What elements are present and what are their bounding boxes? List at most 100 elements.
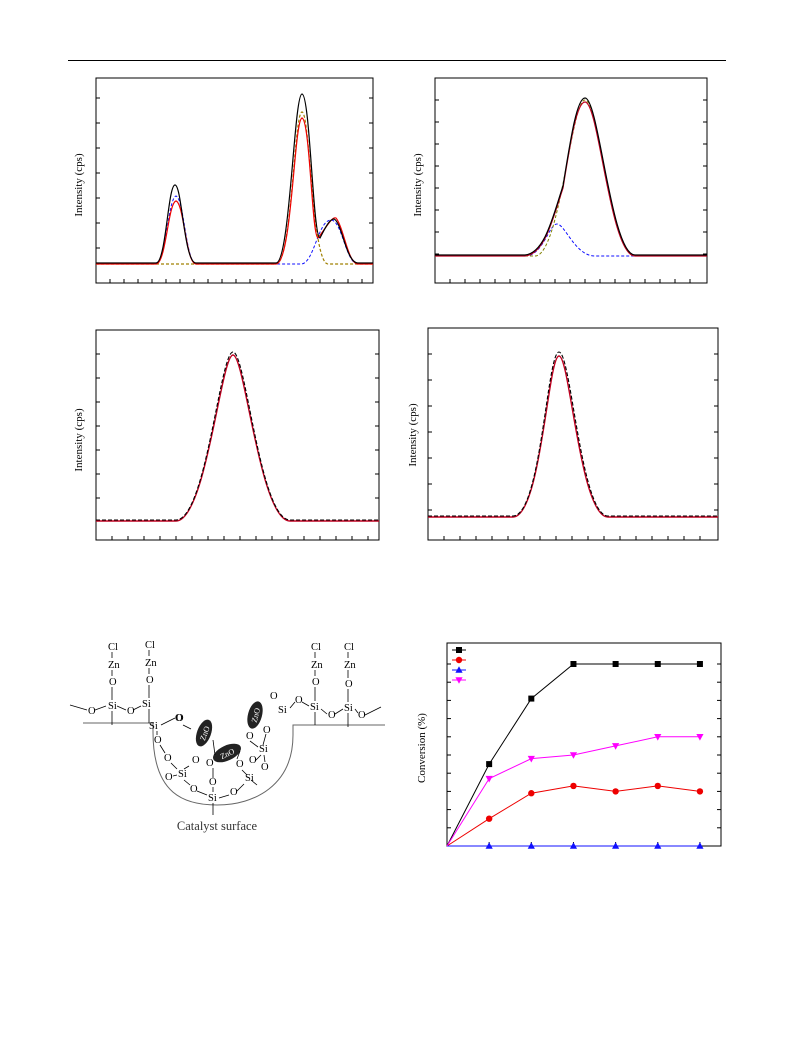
y-ticks [96,97,373,249]
measured-curve [428,351,718,517]
data-point-3 [527,842,535,849]
svg-text:Zn: Zn [108,660,120,671]
zno-right: ZnO [247,701,263,729]
y-axis-label: Intensity (cps) [73,408,85,472]
data-point-4 [485,775,493,783]
svg-text:Si: Si [310,702,319,713]
svg-text:Zn: Zn [145,658,157,669]
data-point-3 [612,842,620,849]
svg-text:Si: Si [245,773,254,784]
legend [452,647,466,684]
svg-text:Cl: Cl [108,642,118,653]
x-ticks [443,536,701,540]
chart-conversion: Conversion (%) [416,642,722,849]
scheme-caption: Catalyst surface [177,819,258,833]
zno-left: ZnO [195,719,213,747]
fit-curve-red [428,355,718,518]
data-point-2 [570,782,577,790]
data-point-4 [612,743,620,750]
zno-middle: ZnO [213,743,241,763]
svg-text:Zn: Zn [344,660,356,671]
svg-text:Si: Si [259,744,268,755]
data-point-3 [696,842,704,849]
data-point-2 [654,782,661,790]
svg-text:O: O [295,695,303,706]
svg-text:O: O [249,755,257,766]
chart-panel-d: Intensity (cps) [407,327,719,541]
svg-text:Si: Si [149,721,158,732]
svg-text:O: O [175,713,183,724]
svg-text:O: O [109,677,117,688]
header-rule [68,60,726,61]
svg-text:O: O [345,679,353,690]
svg-text:O: O [209,777,217,788]
data-point-1 [696,661,703,667]
svg-text:Si: Si [178,769,187,780]
data-point-2 [528,790,535,797]
measured-curve [96,351,379,521]
fit-curve-olive [435,99,707,257]
fit-curve-olive [96,111,373,265]
measured-curve [96,93,373,264]
svg-text:ZnO: ZnO [250,707,263,724]
fit-curve-red [435,101,707,257]
svg-text:O: O [312,677,320,688]
data-point-1 [612,661,619,667]
svg-text:Si: Si [278,705,287,716]
y-axis-label: Intensity (cps) [412,153,424,217]
svg-text:Si: Si [208,793,217,804]
svg-text:O: O [88,706,96,717]
svg-text:O: O [328,710,336,721]
svg-text:O: O [190,784,198,795]
svg-text:O: O [358,710,366,721]
legend-marker-4 [455,677,463,684]
left-chain: Cl Cl Zn Zn O O Si Si O O Si O [88,640,184,732]
chart-panel-b: Intensity (cps) [412,77,708,284]
svg-text:O: O [270,691,278,702]
plot-frame [446,642,722,847]
data-point-2 [612,788,619,795]
x-ticks [449,279,691,283]
svg-text:Cl: Cl [311,642,321,653]
y-axis-label: Conversion (%) [416,713,428,783]
y-axis-label: Intensity (cps) [407,403,419,467]
y-axis-label: Intensity (cps) [73,153,85,217]
svg-text:O: O [246,731,254,742]
legend-marker-3 [455,666,463,673]
x-ticks [111,536,369,540]
svg-text:O: O [263,725,271,736]
svg-text:O: O [206,758,214,769]
fit-curve-blue [95,195,373,265]
fit-curve-red [96,117,373,265]
data-point-4 [569,752,578,759]
legend-marker-2 [455,656,463,664]
catalyst-scheme: Cl Cl Zn Zn O O Si Si O O Si O Cl Cl Zn … [69,640,385,833]
chart-panel-c: Intensity (cps) [73,329,380,541]
svg-text:O: O [261,762,269,773]
svg-text:O: O [146,675,154,686]
data-point-3 [485,842,493,849]
y-ticks [435,99,707,255]
y-ticks [428,353,718,511]
plot-frame [95,77,374,284]
fit-curve-blue [435,223,707,257]
x-ticks [109,279,363,283]
y-ticks [96,353,379,499]
svg-text:O: O [164,753,172,764]
plot-frame [427,327,719,541]
svg-text:O: O [176,713,184,724]
data-point-1 [654,661,661,667]
data-point-2 [485,815,493,822]
data-point-4 [696,734,704,741]
svg-text:Cl: Cl [145,640,155,651]
data-point-4 [527,755,535,763]
svg-text:O: O [236,759,244,770]
svg-text:O: O [230,787,238,798]
svg-text:O: O [192,755,200,766]
surface-outline [83,722,385,806]
plot-frame [95,329,380,541]
data-point-3 [569,842,578,849]
series-line-2 [446,785,700,847]
right-chain: Cl Cl Zn Zn O O Si Si O O O Si O [270,642,366,721]
svg-text:Si: Si [344,703,353,714]
